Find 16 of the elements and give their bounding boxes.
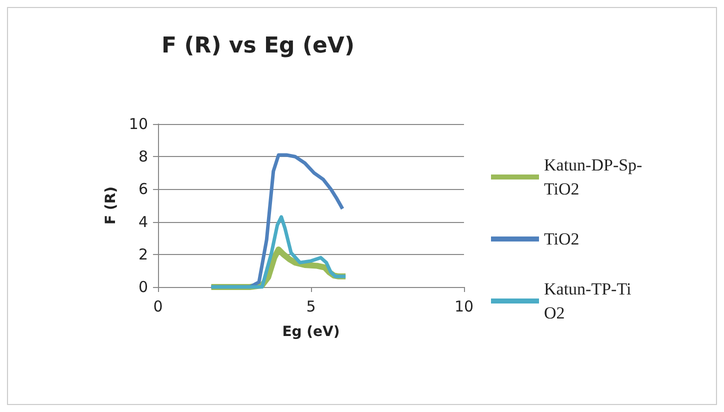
y-tick-label: 0 (138, 278, 148, 296)
y-tick-label: 10 (128, 115, 148, 133)
x-tick-label: 0 (153, 298, 163, 316)
line-series (209, 215, 348, 289)
y-tick-label: 8 (138, 148, 148, 166)
y-tick-label: 6 (138, 180, 148, 198)
legend-label: Katun-DP-Sp-TiO2 (544, 156, 643, 198)
legend-label: TiO2 (544, 230, 580, 248)
y-tick-label: 2 (138, 245, 148, 264)
x-tick-label: 5 (306, 298, 316, 316)
x-axis-title: Eg (eV) (282, 324, 340, 340)
y-tick-label: 4 (138, 212, 148, 231)
legend-label: Katun-TP-TiO2 (544, 280, 632, 322)
x-tick-label: 10 (454, 298, 474, 316)
y-axis-title: F (R) (103, 186, 119, 225)
chart-title: F (R) vs Eg (eV) (162, 34, 354, 58)
